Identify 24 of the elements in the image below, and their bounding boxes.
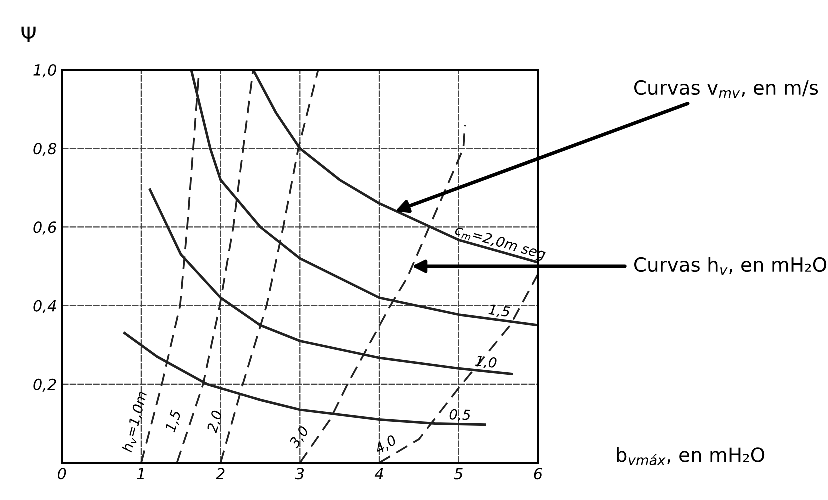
y-tick-label: 0,4 [34,300,56,314]
x-tick-label: 1 [137,468,144,480]
x-tick-label: 4 [374,468,384,480]
y-tick-label: 0,2 [34,378,56,392]
text: 4,0 [374,434,398,456]
text: 1,5 [488,304,510,319]
text: 1,0 [475,356,498,370]
x-tick-label: 2 [216,468,225,480]
x-tick-label: 5 [454,468,463,480]
x-tick-label: 3 [295,468,304,480]
y-tick-label: 0,8 [34,143,57,156]
y-axis-title: Ψ [22,26,36,42]
annotation: Curvas v$_{mv}$, en m/s [634,80,818,98]
annotation: Curvas h$_{v}$, en mH₂O [634,257,827,276]
y-tick-label: 0,6 [34,222,57,235]
text: 2,0 [206,410,224,434]
x-tick-label: 6 [534,468,542,480]
text: 3,0 [288,425,311,450]
y-tick-label: 1,0 [34,64,56,78]
x-axis-title: b$_{vmáx}$, en mH₂O [617,447,765,466]
text: h$_{v}$=1,0m [121,391,150,454]
x-tick-label: 0 [58,468,66,480]
text: 1,5 [165,410,183,434]
series-label: 0,5 [450,409,471,422]
